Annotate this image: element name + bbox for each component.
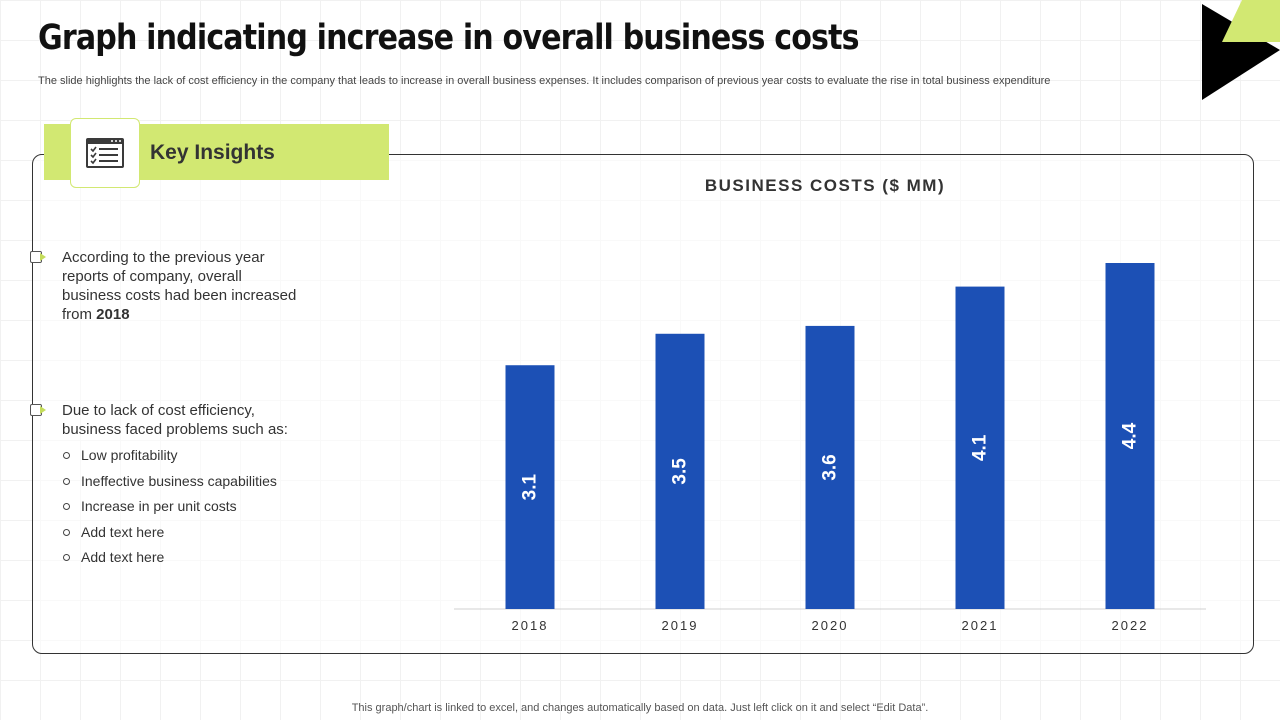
insight-bullet-1-text: According to the previous year reports o…	[62, 249, 297, 323]
bar-2018[interactable]	[505, 365, 555, 609]
insight-bullet-2: Due to lack of cost efficiency, business…	[62, 402, 288, 438]
problem-item: Add text here	[62, 522, 277, 548]
corner-decoration	[1202, 0, 1280, 100]
key-insights-icon-box	[70, 118, 140, 188]
problem-item: Increase in per unit costs	[62, 496, 277, 522]
problem-item: Add text here	[62, 547, 277, 573]
data-label-2022: 4.4	[1120, 422, 1141, 449]
bar-2020[interactable]	[805, 325, 855, 609]
chart-title: BUSINESS COSTS ($ MM)	[704, 176, 946, 195]
content-panel	[32, 154, 1254, 654]
x-tick-2020: 2020	[812, 618, 849, 633]
bullet-marker-2	[30, 404, 46, 416]
bar-2021[interactable]	[955, 286, 1005, 609]
x-tick-2018: 2018	[512, 618, 549, 633]
data-label-2018: 3.1	[520, 473, 541, 500]
insight-bullet-1: According to the previous year reports o…	[62, 248, 302, 324]
problem-list: Low profitability Ineffective business c…	[62, 445, 277, 573]
business-costs-chart[interactable]: 3.1 2018 3.5 2019 3.6 2020 4.1 2021 4.4 2022	[440, 220, 1220, 640]
problem-item: Low profitability	[62, 445, 277, 471]
corner-dark-triangle	[1202, 4, 1280, 100]
footer-note: This graph/chart is linked to excel, and…	[351, 702, 929, 714]
x-tick-2019: 2019	[662, 618, 699, 633]
page-subtitle: The slide highlights the lack of cost ef…	[38, 75, 1051, 87]
checklist-icon	[86, 138, 124, 168]
page-title: Graph indicating increase in overall bus…	[38, 18, 860, 58]
insight-bullet-1-year: 2018	[96, 306, 130, 323]
data-label-2020: 3.6	[820, 454, 841, 480]
x-tick-2022: 2022	[1112, 618, 1149, 633]
x-tick-2021: 2021	[962, 618, 999, 633]
problem-item: Ineffective business capabilities	[62, 471, 277, 497]
bar-2019[interactable]	[655, 333, 705, 609]
bullet-marker-1	[30, 251, 46, 263]
corner-accent-triangle	[1222, 0, 1280, 42]
key-insights-label: Key Insights	[150, 141, 275, 164]
data-label-2021: 4.1	[970, 434, 991, 461]
bar-2022[interactable]	[1105, 263, 1155, 609]
data-label-2019: 3.5	[670, 458, 691, 485]
